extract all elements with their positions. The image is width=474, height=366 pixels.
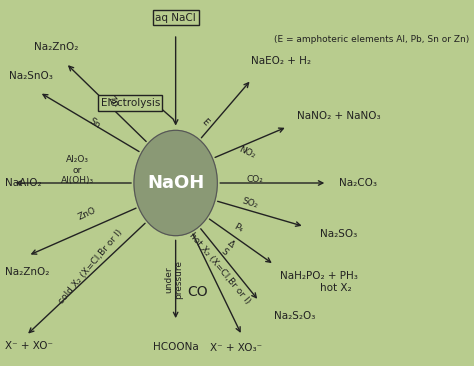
Text: Na₂SnO₃: Na₂SnO₃ [9,71,53,81]
Text: ZnO: ZnO [76,206,97,222]
Text: P₄: P₄ [232,222,244,235]
Text: Na₂S₂O₃: Na₂S₂O₃ [274,311,316,321]
Text: Electrolysis: Electrolysis [100,98,160,108]
Text: hot X₂: hot X₂ [319,283,351,293]
Text: hot X₂ (X=Cl,Br or I): hot X₂ (X=Cl,Br or I) [187,231,252,306]
Text: under
pressure: under pressure [164,260,183,299]
Text: cold X₂ (X=Cl,Br or I): cold X₂ (X=Cl,Br or I) [57,228,124,306]
Text: Na₂SO₃: Na₂SO₃ [319,229,357,239]
Text: NaOH: NaOH [147,174,204,192]
Text: Na₂ZnO₂: Na₂ZnO₂ [34,42,78,52]
Text: Al₂O₃
or
Al(OH)₃: Al₂O₃ or Al(OH)₃ [61,156,94,185]
Text: (E = amphoteric elements Al, Pb, Sn or Zn): (E = amphoteric elements Al, Pb, Sn or Z… [274,35,469,44]
Text: X⁻ + XO₃⁻: X⁻ + XO₃⁻ [210,343,262,353]
Text: NO₂: NO₂ [237,144,256,160]
Text: SO₂: SO₂ [240,196,259,210]
Text: Zn: Zn [106,94,120,109]
Text: aq NaCl: aq NaCl [155,13,196,23]
Text: Δ
S: Δ S [219,239,237,258]
Text: NaH₂PO₂ + PH₃: NaH₂PO₂ + PH₃ [280,270,358,281]
Text: NaNO₂ + NaNO₃: NaNO₂ + NaNO₃ [297,111,381,121]
Text: CO: CO [187,285,208,299]
Text: HCOONa: HCOONa [153,342,199,352]
Text: X⁻ + XO⁻: X⁻ + XO⁻ [5,341,53,351]
Ellipse shape [134,130,217,236]
Text: Na₂ZnO₂: Na₂ZnO₂ [5,267,50,277]
Text: Sn: Sn [87,116,101,130]
Text: CO₂: CO₂ [247,175,264,184]
Text: Na₂CO₃: Na₂CO₃ [338,178,376,188]
Text: E: E [199,117,210,127]
Text: NaEO₂ + H₂: NaEO₂ + H₂ [251,56,311,66]
Text: NaAlO₂: NaAlO₂ [5,178,42,188]
